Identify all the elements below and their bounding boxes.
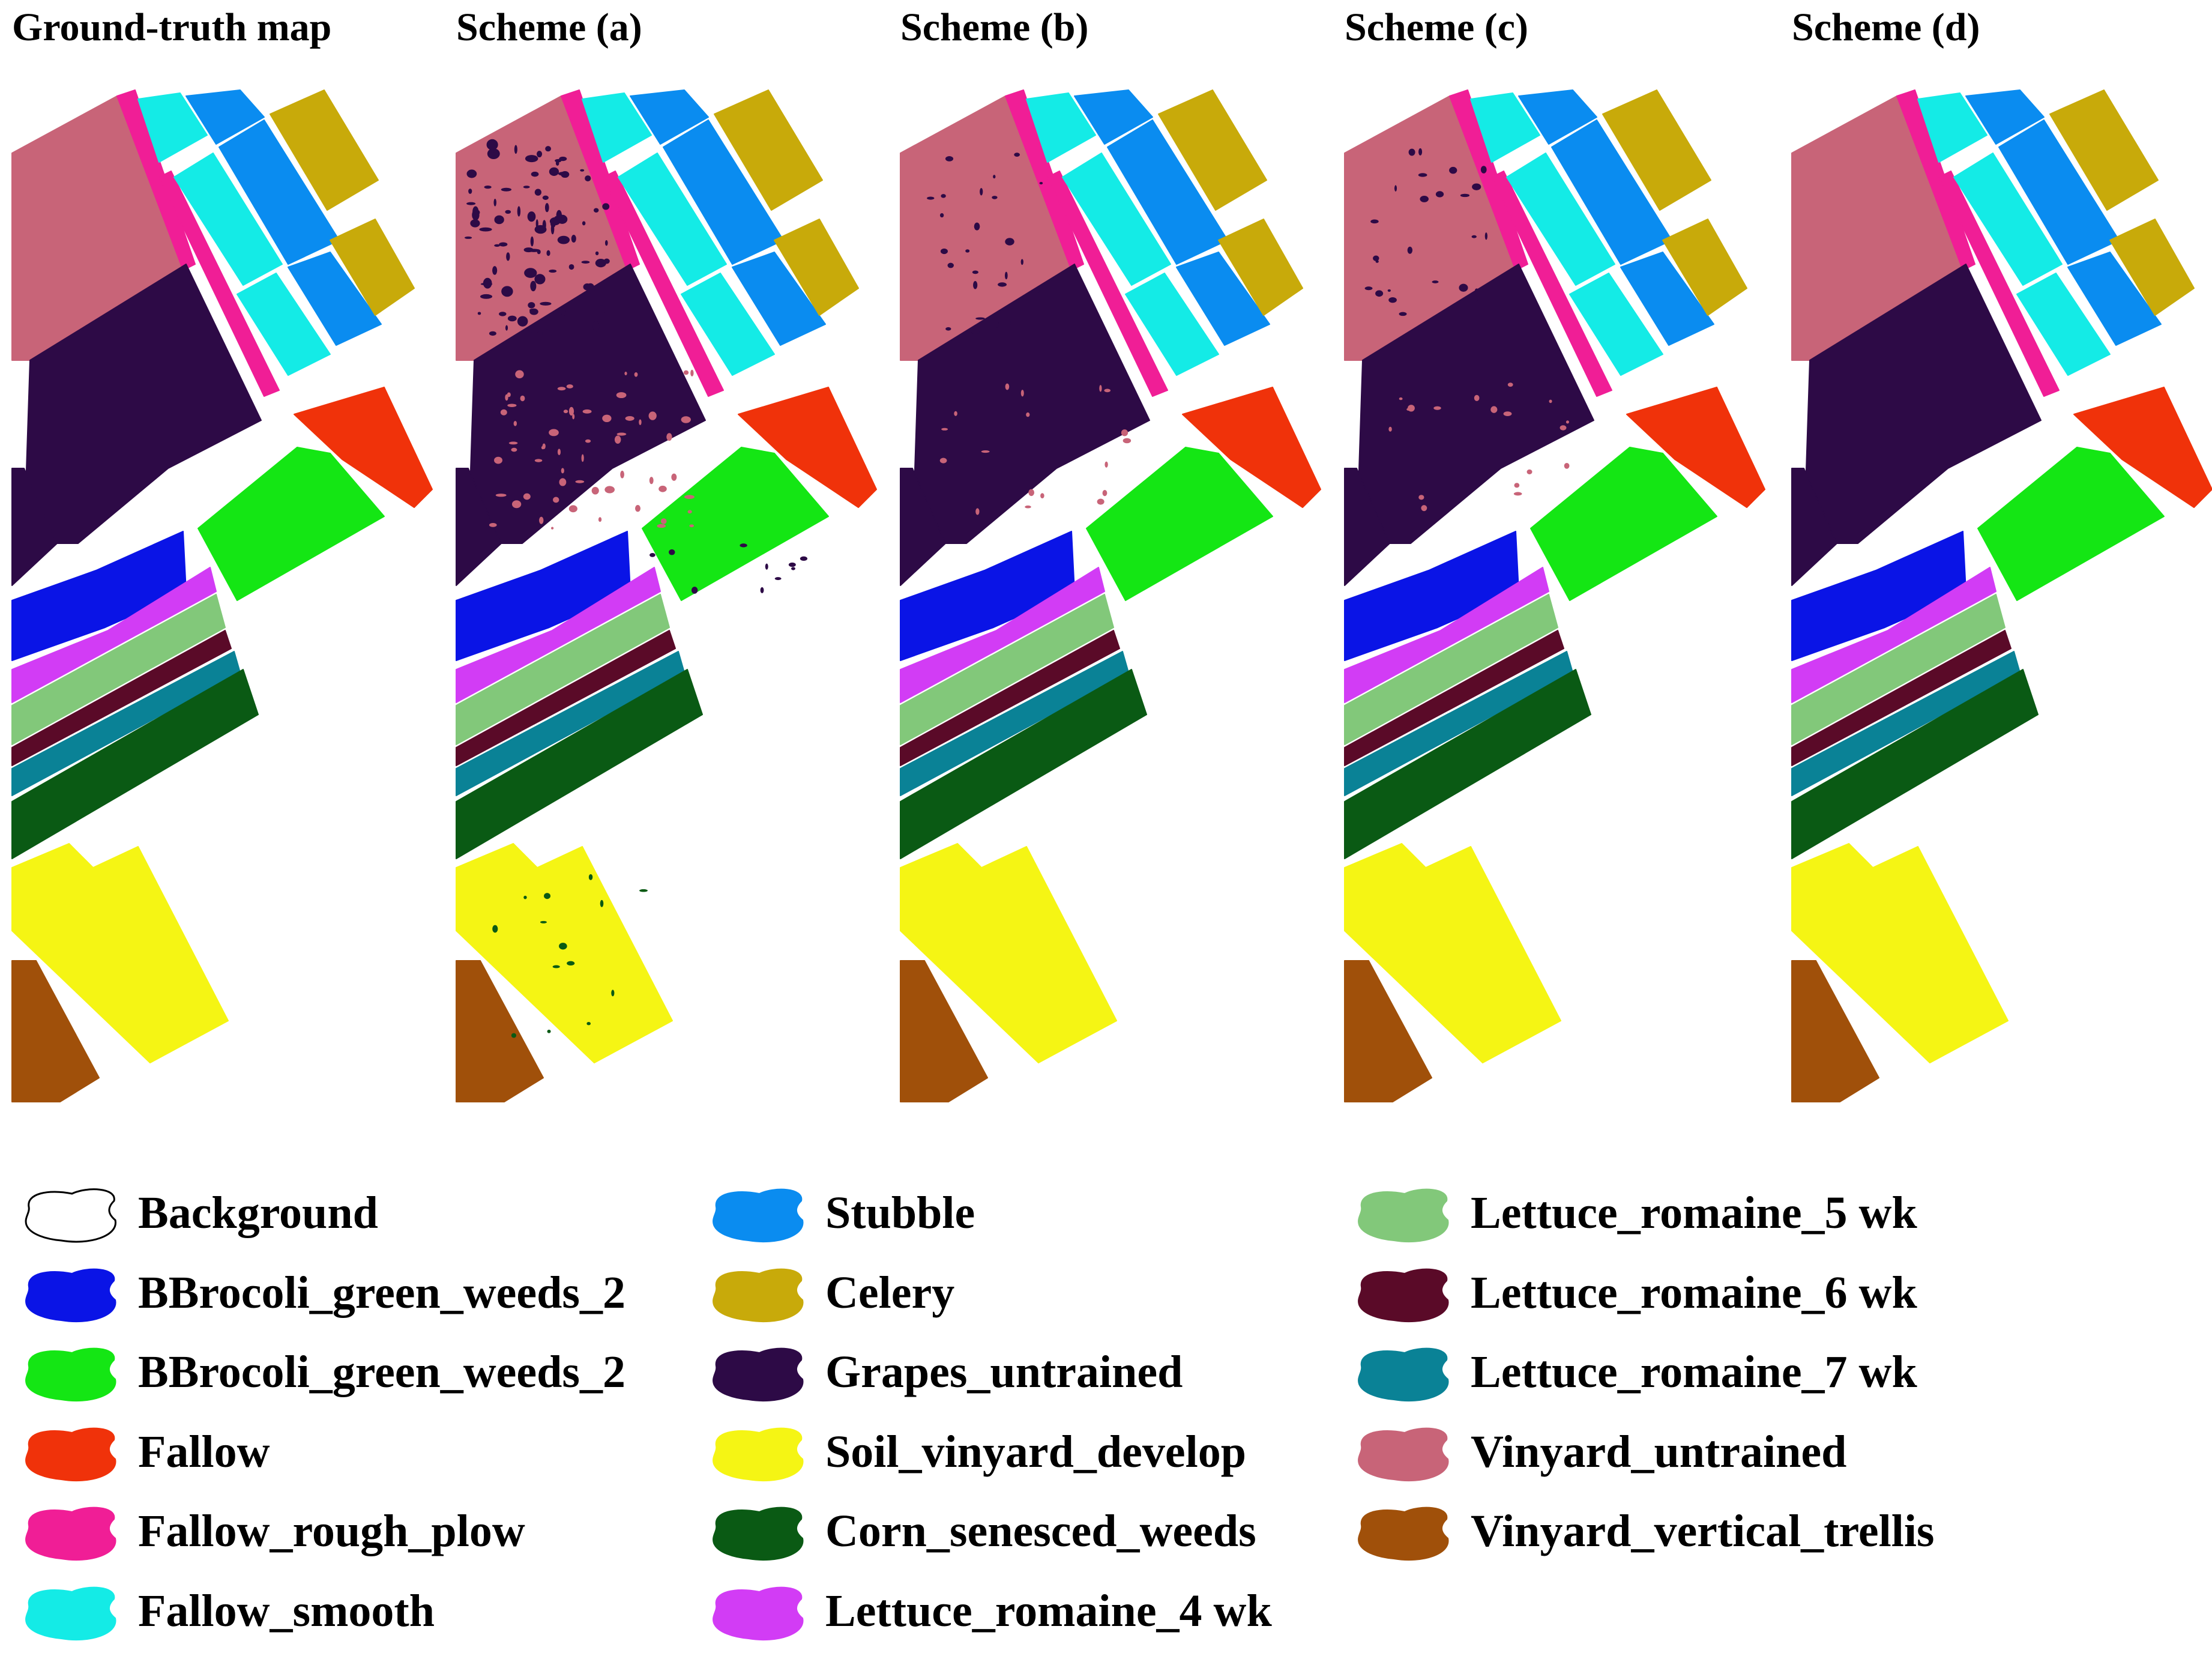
legend-swatch-vinyard bbox=[1358, 1427, 1449, 1482]
map-panels bbox=[11, 89, 2212, 1102]
legend-swatch-celery bbox=[713, 1268, 804, 1323]
legend-swatch-lettuce5 bbox=[1358, 1188, 1449, 1243]
legend-label-stubble: Stubble bbox=[825, 1188, 975, 1238]
panel-title-ground-truth: Ground-truth map bbox=[12, 5, 331, 49]
panel-title-scheme-a: Scheme (a) bbox=[456, 5, 642, 49]
legend-swatch-brocoli1 bbox=[25, 1268, 116, 1323]
legend-swatch-stubble bbox=[713, 1188, 804, 1243]
map-panel-5 bbox=[1791, 89, 2212, 1102]
legend-swatch-lettuce6 bbox=[1358, 1268, 1449, 1323]
panel-title-scheme-d: Scheme (d) bbox=[1792, 5, 1980, 49]
legend-label-background: Background bbox=[138, 1188, 378, 1238]
legend-label-fallow: Fallow bbox=[138, 1427, 270, 1477]
legend-label-grapes: Grapes_untrained bbox=[825, 1347, 1183, 1397]
legend-swatch-lettuce7 bbox=[1358, 1347, 1449, 1402]
legend-label-celery: Celery bbox=[825, 1268, 954, 1318]
legend-swatch-corn bbox=[713, 1506, 804, 1561]
legend-label-smooth: Fallow_smooth bbox=[138, 1586, 435, 1636]
legend-label-brocoli1: BBrocoli_green_weeds_2 bbox=[138, 1268, 625, 1318]
legend-swatch-trellis bbox=[1358, 1506, 1449, 1561]
legend-swatch-background bbox=[25, 1188, 116, 1243]
legend-label-lettuce6: Lettuce_romaine_6 wk bbox=[1471, 1268, 1917, 1318]
map-panel-2 bbox=[456, 89, 877, 1102]
legend-label-soil: Soil_vinyard_develop bbox=[825, 1427, 1246, 1477]
panel-title-scheme-b: Scheme (b) bbox=[900, 5, 1088, 49]
legend-label-lettuce7: Lettuce_romaine_7 wk bbox=[1471, 1347, 1917, 1397]
legend-swatch-smooth bbox=[25, 1586, 116, 1641]
legend-label-lettuce4: Lettuce_romaine_4 wk bbox=[825, 1586, 1272, 1636]
legend: Background BBrocoli_green_weeds_2 BBrocoli… bbox=[25, 1188, 1935, 1641]
legend-label-corn: Corn_senesced_weeds bbox=[825, 1506, 1256, 1556]
legend-label-rough: Fallow_rough_plow bbox=[138, 1506, 525, 1556]
legend-swatch-soil bbox=[713, 1427, 804, 1482]
legend-swatch-grapes bbox=[713, 1347, 804, 1402]
legend-label-vinyard: Vinyard_untrained bbox=[1471, 1427, 1846, 1477]
legend-swatch-fallow bbox=[25, 1427, 116, 1482]
legend-label-lettuce5: Lettuce_romaine_5 wk bbox=[1471, 1188, 1917, 1238]
legend-label-brocoli2: BBrocoli_green_weeds_2 bbox=[138, 1347, 625, 1397]
legend-swatch-brocoli2 bbox=[25, 1347, 116, 1402]
panel-title-scheme-c: Scheme (c) bbox=[1345, 5, 1528, 49]
legend-swatch-rough bbox=[25, 1506, 116, 1561]
legend-swatch-lettuce4 bbox=[713, 1586, 804, 1641]
legend-label-trellis: Vinyard_vertical_trellis bbox=[1471, 1506, 1935, 1556]
map-panel-3 bbox=[900, 89, 1321, 1102]
map-panel-1 bbox=[11, 89, 433, 1102]
map-panel-4 bbox=[1344, 89, 1765, 1102]
